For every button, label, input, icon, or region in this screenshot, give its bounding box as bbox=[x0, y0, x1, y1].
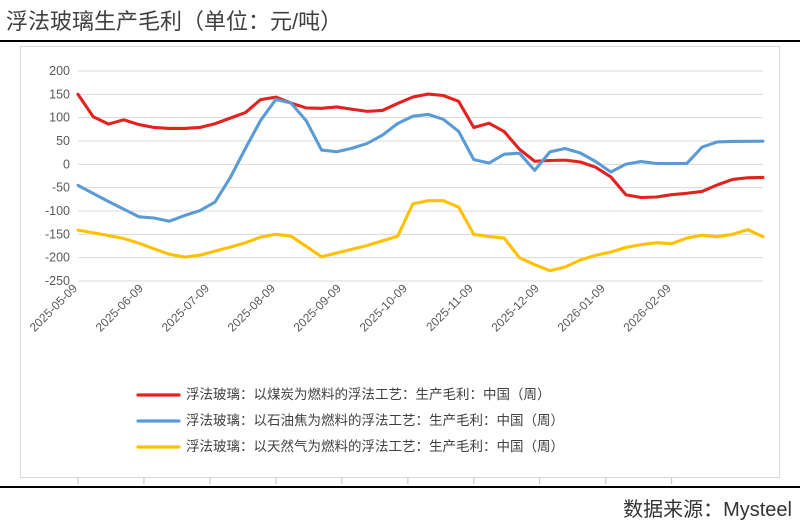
svg-text:2025-07-09: 2025-07-09 bbox=[159, 281, 213, 335]
svg-text:-100: -100 bbox=[45, 204, 70, 218]
svg-text:-150: -150 bbox=[45, 227, 70, 241]
svg-text:2025-09-09: 2025-09-09 bbox=[291, 281, 345, 335]
svg-text:-200: -200 bbox=[45, 251, 70, 265]
svg-text:2025-11-09: 2025-11-09 bbox=[423, 281, 476, 334]
svg-text:2026-01-09: 2026-01-09 bbox=[555, 281, 609, 335]
svg-text:浮法玻璃：以天然气为燃料的浮法工艺：生产毛利：中国（周）: 浮法玻璃：以天然气为燃料的浮法工艺：生产毛利：中国（周） bbox=[186, 438, 564, 454]
svg-text:浮法玻璃：以石油焦为燃料的浮法工艺：生产毛利：中国（周）: 浮法玻璃：以石油焦为燃料的浮法工艺：生产毛利：中国（周） bbox=[186, 412, 564, 428]
svg-text:200: 200 bbox=[49, 64, 70, 78]
svg-text:2025-08-09: 2025-08-09 bbox=[225, 281, 279, 335]
svg-text:2025-10-09: 2025-10-09 bbox=[357, 281, 411, 335]
svg-text:浮法玻璃：以煤炭为燃料的浮法工艺：生产毛利：中国（周）: 浮法玻璃：以煤炭为燃料的浮法工艺：生产毛利：中国（周） bbox=[186, 386, 551, 402]
svg-text:2025-06-09: 2025-06-09 bbox=[93, 281, 147, 335]
svg-text:2025-12-09: 2025-12-09 bbox=[489, 281, 543, 335]
svg-text:150: 150 bbox=[49, 87, 70, 101]
svg-text:100: 100 bbox=[49, 111, 70, 125]
svg-text:2025-05-09: 2025-05-09 bbox=[27, 281, 81, 335]
svg-text:-50: -50 bbox=[52, 181, 70, 195]
svg-text:0: 0 bbox=[63, 157, 70, 171]
svg-text:50: 50 bbox=[56, 134, 70, 148]
svg-text:2026-02-09: 2026-02-09 bbox=[620, 281, 674, 335]
